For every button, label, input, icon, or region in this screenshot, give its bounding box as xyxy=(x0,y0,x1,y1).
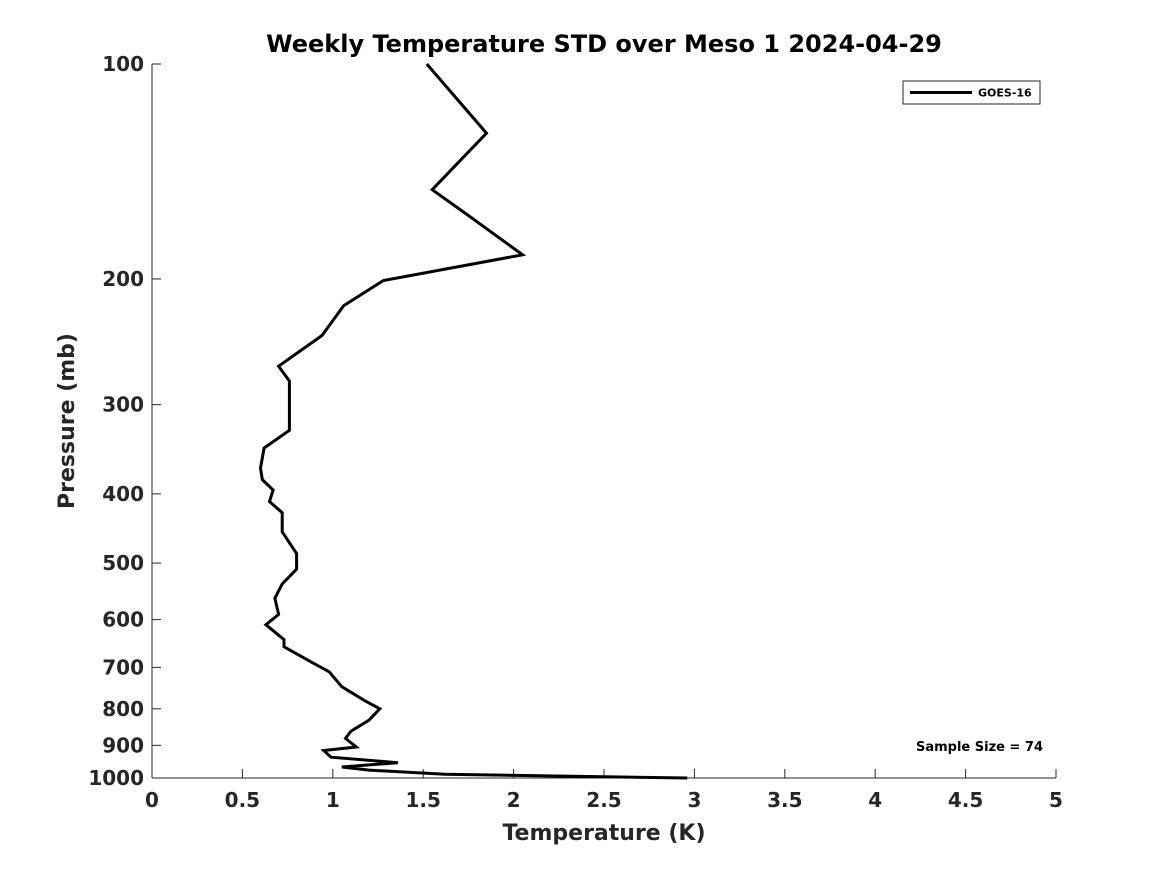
y-tick-label: 300 xyxy=(102,393,144,417)
x-tick-label: 4 xyxy=(868,788,882,812)
plot-area: 0 0.5 1 1.5 2 2.5 3 3.5 4 4.5 5 100 200 300 400 500 600… xyxy=(88,52,1063,812)
x-tick-label: 5 xyxy=(1049,788,1063,812)
y-tick-label: 700 xyxy=(102,655,144,679)
x-tick-label: 0.5 xyxy=(225,788,260,812)
sample-size-annotation: Sample Size = 74 xyxy=(916,740,1043,755)
x-tick-label: 1.5 xyxy=(405,788,440,812)
x-tick-label: 0 xyxy=(145,788,159,812)
legend: GOES-16 xyxy=(902,80,1041,105)
x-tick-label: 3 xyxy=(687,788,701,812)
y-axis-label: Pressure (mb) xyxy=(55,333,80,509)
x-tick-label: 1 xyxy=(326,788,340,812)
y-tick-label: 200 xyxy=(102,267,144,291)
y-tick-label: 1000 xyxy=(88,766,144,790)
chart-title: Weekly Temperature STD over Meso 1 2024-… xyxy=(266,30,942,58)
series-line-goes-16 xyxy=(258,63,688,780)
x-tick-label: 3.5 xyxy=(767,788,802,812)
y-tick-label: 800 xyxy=(102,697,144,721)
x-axis-label: Temperature (K) xyxy=(502,821,705,846)
series-layer xyxy=(258,63,688,780)
y-tick-label: 500 xyxy=(102,551,144,575)
x-tick-label: 2.5 xyxy=(586,788,621,812)
x-tick-label: 2 xyxy=(507,788,521,812)
y-tick-label: 400 xyxy=(102,482,144,506)
x-axis-ticks: 0 0.5 1 1.5 2 2.5 3 3.5 4 4.5 5 xyxy=(145,769,1063,812)
legend-label-goes-16: GOES-16 xyxy=(978,87,1032,100)
y-tick-label: 900 xyxy=(102,733,144,757)
y-tick-label: 100 xyxy=(102,52,144,76)
y-tick-label: 600 xyxy=(102,608,144,632)
y-axis-ticks: 100 200 300 400 500 600 700 800 900 1000 xyxy=(88,52,161,790)
x-tick-label: 4.5 xyxy=(948,788,983,812)
